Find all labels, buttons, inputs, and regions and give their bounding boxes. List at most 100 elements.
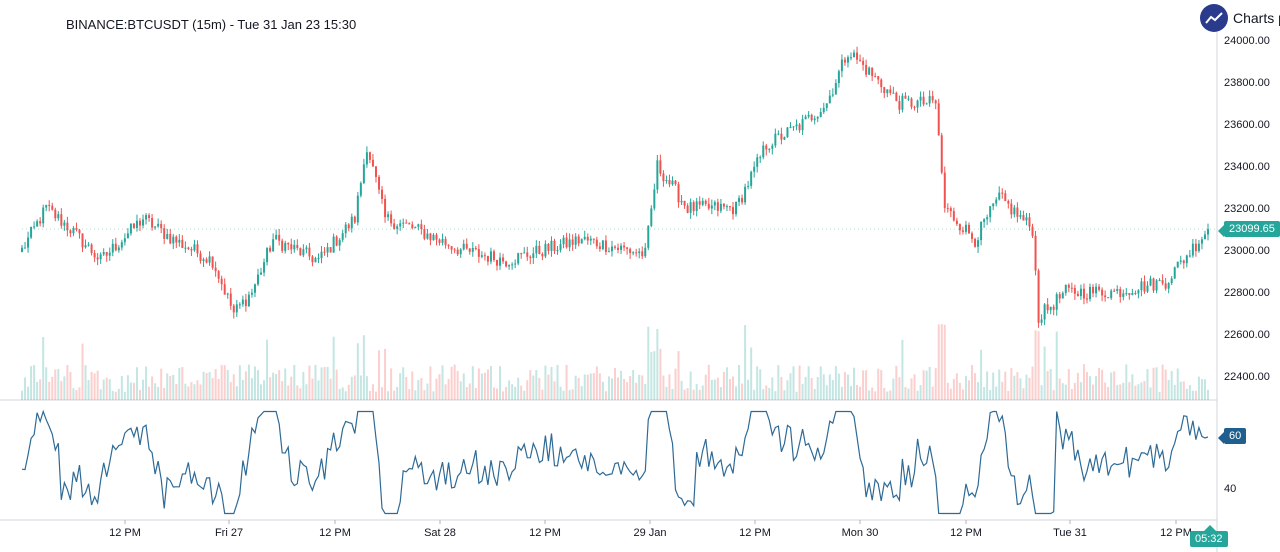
volume-bar bbox=[459, 381, 462, 400]
candle-body bbox=[1116, 289, 1119, 291]
volume-bar bbox=[874, 391, 877, 400]
volume-bar bbox=[674, 368, 677, 400]
candle-body bbox=[1028, 217, 1031, 227]
volume-bar bbox=[1016, 372, 1019, 400]
candle-body bbox=[747, 185, 750, 187]
volume-bar bbox=[952, 379, 955, 400]
volume-bar bbox=[438, 374, 441, 400]
volume-bar bbox=[738, 365, 741, 400]
volume-bar bbox=[810, 378, 813, 400]
candle-body bbox=[232, 305, 235, 313]
volume-bar bbox=[759, 369, 762, 400]
candle-body bbox=[269, 247, 272, 252]
candle-body bbox=[980, 221, 983, 241]
candle-body bbox=[108, 252, 111, 256]
candle-body bbox=[725, 206, 728, 208]
volume-bar bbox=[102, 379, 105, 400]
brand-badge[interactable]: Charts p bbox=[1200, 4, 1280, 32]
candle-body bbox=[629, 248, 632, 253]
volume-bar bbox=[731, 376, 734, 400]
candle-body bbox=[238, 304, 241, 306]
candle-body bbox=[465, 243, 468, 249]
volume-bar bbox=[471, 366, 474, 400]
volume-bar bbox=[828, 374, 831, 400]
volume-bar bbox=[426, 383, 429, 400]
candle-body bbox=[659, 160, 662, 174]
candle-body bbox=[892, 92, 895, 94]
candle-body bbox=[381, 189, 384, 199]
volume-bar bbox=[253, 366, 256, 400]
candle-body bbox=[532, 253, 535, 258]
candle-body bbox=[120, 242, 123, 248]
time-tick-label: Mon 30 bbox=[842, 527, 879, 539]
candle-body bbox=[272, 239, 275, 252]
volume-bar bbox=[1089, 376, 1092, 400]
candle-body bbox=[326, 247, 329, 253]
candle-body bbox=[568, 239, 571, 248]
volume-bar bbox=[405, 377, 408, 400]
volume-bar bbox=[256, 370, 259, 400]
volume-bar bbox=[550, 366, 553, 400]
candle-body bbox=[1013, 207, 1016, 215]
candle-body bbox=[871, 67, 874, 77]
candle-body bbox=[1191, 243, 1194, 256]
volume-bar bbox=[626, 382, 629, 400]
candle-body bbox=[710, 205, 713, 209]
volume-bar bbox=[42, 337, 45, 400]
volume-bar bbox=[220, 364, 223, 400]
candle-body bbox=[577, 236, 580, 244]
candle-body bbox=[895, 92, 898, 102]
candle-body bbox=[638, 251, 641, 254]
candle-body bbox=[798, 124, 801, 131]
volume-bar bbox=[535, 370, 538, 400]
candle-body bbox=[114, 243, 117, 251]
volume-bar bbox=[135, 367, 138, 400]
volume-bar bbox=[898, 377, 901, 400]
volume-bar bbox=[27, 386, 30, 400]
volume-bar bbox=[45, 367, 48, 400]
volume-bar bbox=[371, 384, 374, 400]
volume-bar bbox=[384, 348, 387, 400]
volume-bar bbox=[928, 366, 931, 400]
candle-body bbox=[45, 204, 48, 208]
candle-body bbox=[235, 304, 238, 313]
candle-body bbox=[256, 274, 259, 285]
candle-body bbox=[695, 201, 698, 212]
candle-body bbox=[741, 198, 744, 203]
candle-body bbox=[846, 57, 849, 63]
volume-bar bbox=[411, 371, 414, 400]
candle-body bbox=[598, 246, 601, 250]
candle-body bbox=[610, 246, 613, 252]
volume-bar bbox=[583, 374, 586, 400]
volume-bar bbox=[1161, 364, 1164, 400]
candle-body bbox=[1073, 287, 1076, 294]
rsi-line bbox=[21, 409, 1209, 515]
volume-bar bbox=[586, 374, 589, 400]
candle-body bbox=[205, 259, 208, 263]
candle-body bbox=[1067, 284, 1070, 288]
candle-body bbox=[1200, 239, 1203, 244]
candle-body bbox=[132, 223, 135, 228]
candle-body bbox=[559, 244, 562, 250]
volume-bar bbox=[142, 379, 145, 400]
candle-body bbox=[1098, 286, 1101, 290]
volume-bar bbox=[665, 386, 668, 400]
candle-body bbox=[750, 171, 753, 186]
candle-body bbox=[907, 98, 910, 100]
volume-bar bbox=[483, 372, 486, 400]
volume-bar bbox=[886, 391, 889, 400]
candle-body bbox=[883, 87, 886, 94]
volume-bar bbox=[931, 386, 934, 400]
volume-bar bbox=[1146, 369, 1149, 400]
volume-bar bbox=[722, 371, 725, 400]
volume-bar bbox=[148, 386, 151, 400]
volume-bar bbox=[1061, 383, 1064, 400]
volume-bar bbox=[538, 377, 541, 400]
volume-bar bbox=[393, 390, 396, 400]
volume-bar bbox=[1098, 367, 1101, 400]
volume-bar bbox=[163, 387, 166, 400]
candle-body bbox=[417, 224, 420, 227]
candle-body bbox=[244, 299, 247, 307]
volume-bar bbox=[916, 390, 919, 400]
